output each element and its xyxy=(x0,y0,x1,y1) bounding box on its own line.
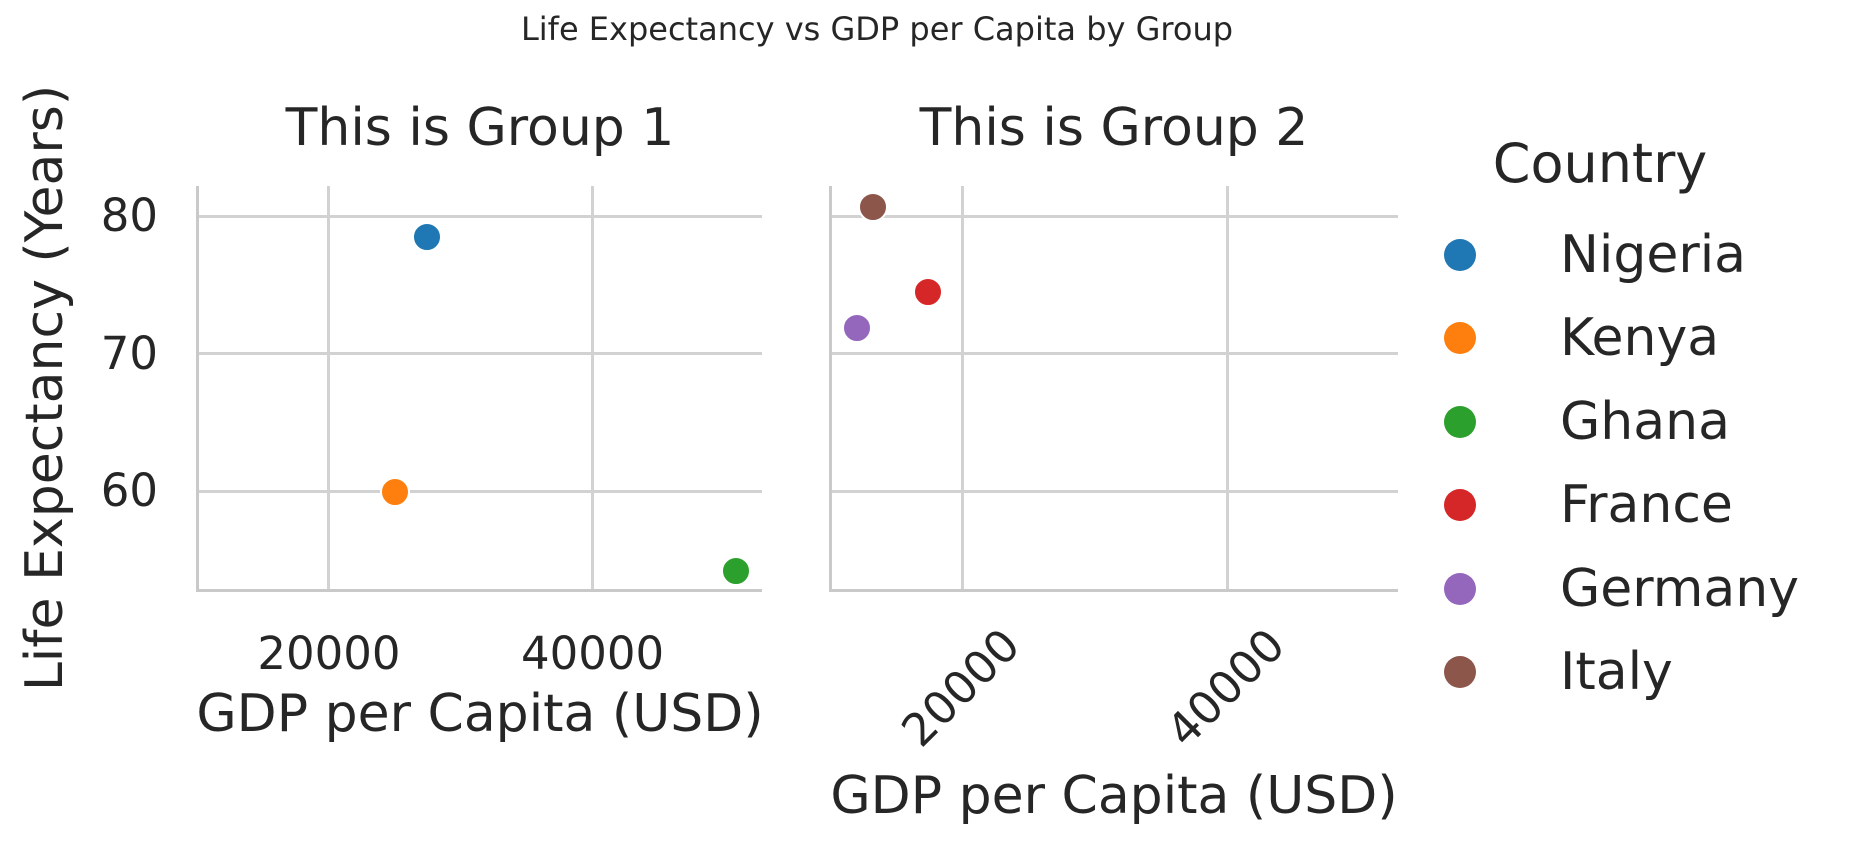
legend-label-Germany: Germany xyxy=(1560,558,1800,619)
y-tick-label-60: 60 xyxy=(100,464,158,518)
facet-1-title: This is Group 1 xyxy=(285,98,675,158)
legend-label-Kenya: Kenya xyxy=(1560,308,1720,369)
point-Germany xyxy=(841,312,872,343)
facet-1-bottom-spine xyxy=(195,588,762,592)
legend-marker-Italy xyxy=(1444,656,1476,688)
point-Italy xyxy=(857,191,888,222)
facet-1-x-axis-label: GDP per Capita (USD) xyxy=(196,684,764,744)
y-tick-label-80: 80 xyxy=(100,189,158,243)
x-tick-label-20000: 20000 xyxy=(890,618,1030,757)
legend-title: Country xyxy=(1492,132,1708,195)
y-axis-label: Life Expectancy (Years) xyxy=(15,84,75,692)
v-gridline-40000 xyxy=(591,186,595,590)
legend-marker-Kenya xyxy=(1444,322,1476,355)
legend-marker-Germany xyxy=(1444,572,1476,605)
facet-1-left-spine xyxy=(195,186,199,592)
h-gridline-60 xyxy=(830,489,1398,493)
point-Ghana xyxy=(721,555,752,586)
v-gridline-40000 xyxy=(1226,186,1230,590)
h-gridline-70 xyxy=(830,352,1398,356)
facet-2-x-axis-label: GDP per Capita (USD) xyxy=(830,766,1398,826)
h-gridline-70 xyxy=(197,352,762,356)
facet-2-left-spine xyxy=(828,186,832,592)
v-gridline-20000 xyxy=(327,186,331,590)
x-tick-label-40000: 40000 xyxy=(521,627,665,680)
figure-title: Life Expectancy vs GDP per Capita by Gro… xyxy=(520,10,1234,48)
facet-2-bottom-spine xyxy=(828,588,1398,592)
point-France xyxy=(913,276,944,307)
legend-label-Nigeria: Nigeria xyxy=(1560,225,1747,285)
y-tick-label-70: 70 xyxy=(100,326,158,380)
point-Nigeria xyxy=(411,221,442,252)
legend-label-Italy: Italy xyxy=(1560,642,1673,702)
x-tick-label-20000: 20000 xyxy=(257,627,401,680)
legend-marker-Nigeria xyxy=(1444,239,1476,271)
legend-marker-Ghana xyxy=(1444,405,1476,438)
v-gridline-20000 xyxy=(961,186,965,590)
h-gridline-80 xyxy=(830,214,1398,218)
point-Kenya xyxy=(379,477,410,508)
legend-marker-France xyxy=(1444,489,1476,522)
legend-label-Ghana: Ghana xyxy=(1560,391,1730,452)
x-tick-label-40000: 40000 xyxy=(1155,618,1295,757)
facet-2-title: This is Group 2 xyxy=(919,98,1309,158)
h-gridline-60 xyxy=(197,489,762,493)
h-gridline-80 xyxy=(197,214,762,218)
legend-label-France: France xyxy=(1560,475,1733,536)
